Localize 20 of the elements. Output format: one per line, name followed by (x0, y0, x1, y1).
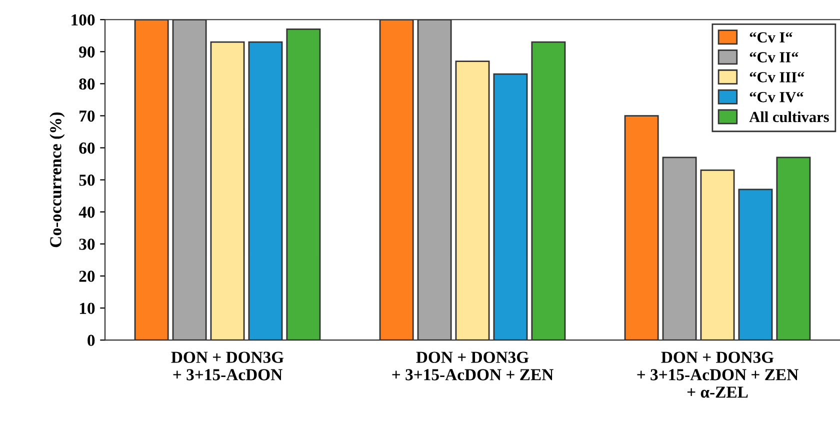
legend-label: All cultivars (749, 111, 829, 122)
y-tick-label: 10 (80, 302, 95, 314)
y-tick-label: 100 (72, 14, 95, 26)
x-tick-label: DON + DON3G + 3+15-AcDON (171, 352, 284, 380)
y-tick-label: 0 (88, 334, 95, 346)
legend-label: “Cv IV“ (750, 92, 804, 102)
x-tick-label: DON + DON3G + 3+15-AcDON + ZEN (392, 352, 554, 380)
legend-label: “Cv III“ (750, 72, 804, 82)
y-axis-title: Co-occurrence (%) (50, 112, 65, 248)
y-tick-label: 70 (80, 110, 95, 122)
legend-label: “Cv I“ (750, 32, 792, 43)
y-tick-label: 80 (79, 78, 95, 90)
y-tick-label: 40 (78, 206, 95, 218)
y-tick-label: 60 (79, 142, 95, 154)
x-tick-label: DON + DON3G + 3+15-AcDON + ZEN + α-ZEL (637, 352, 798, 398)
legend-label: “Cv II“ (750, 52, 798, 62)
y-tick-label: 30 (79, 238, 95, 250)
y-tick-label: 90 (79, 46, 95, 58)
y-tick-label: 20 (79, 270, 95, 282)
y-tick-label: 50 (79, 174, 95, 186)
